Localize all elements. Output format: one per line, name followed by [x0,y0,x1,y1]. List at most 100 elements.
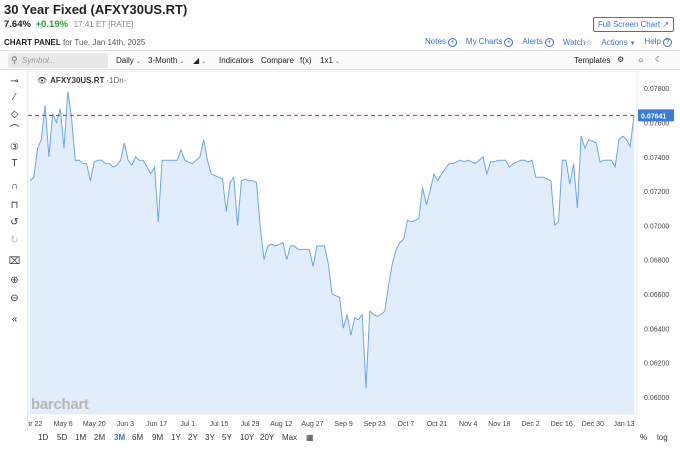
quote-line: 7.64% +0.19% 17:41 ET [RATE] [4,19,133,30]
function-button[interactable]: f(x) [300,56,312,65]
x-tick-label: May 6 [54,421,73,428]
symbol-search-input[interactable]: ⚲ Symbol... [8,53,108,68]
my-charts-link[interactable]: My Charts + [465,37,514,47]
price-change: +0.19% [35,19,69,30]
chart-type-dropdown[interactable]: ◢ ⌄ [193,56,206,65]
x-tick-label: Oct 21 [427,421,448,428]
shapes-icon[interactable]: ◇ [10,109,19,120]
period-label: 3-Month [148,56,178,65]
range-1y[interactable]: 1Y [171,433,181,442]
zoom-in-icon[interactable]: ⊕ [10,275,19,286]
y-tick-label: 0.07000 [644,223,669,230]
x-tick-label: Apr 22 [28,421,42,428]
chart-legend: 👁 AFXY30US.RT ·1Dn· [37,76,126,85]
x-tick-label: Jul 15 [210,421,229,428]
pattern-icon[interactable]: ③ [10,142,19,153]
x-tick-label: Jul 1 [180,421,195,428]
plus-icon: + [504,38,514,47]
range-10y[interactable]: 10Y [240,433,255,442]
x-tick-label: Aug 27 [301,421,323,428]
range-bar: % log ▦ 1D 5D 1M 2M 3M 6M 9M 1Y 2Y 3Y 5Y 10Y 20Y Max [0,430,680,447]
range-max[interactable]: Max [282,433,298,442]
range-1d[interactable]: 1D [38,433,49,442]
lock-icon[interactable]: ⊓ [10,200,19,211]
price-chart[interactable]: 0.07800 0.07600 0.07400 0.07200 0.07000 0.068… [28,71,678,431]
quote-time: 17:41 ET [RATE] [73,20,134,29]
brightness-icon[interactable]: ☼ [637,55,645,64]
help-label: Help [644,37,661,46]
star-icon: ☆ [585,37,593,47]
y-tick-label: 0.06600 [644,292,669,299]
drawing-tools-rail: ⊸ ⁄ ◇ ⌒ ③ T ∩ ⊓ ↺ ↻ ⌧ ⊕ ⊖ « [0,71,28,431]
help-link[interactable]: Help? [645,37,672,47]
barchart-logo: barchart [31,396,89,413]
range-1m[interactable]: 1M [75,433,87,442]
watch-label: Watch [562,37,586,47]
alerts-link[interactable]: Alerts + [522,37,554,47]
trendline-icon[interactable]: ⁄ [13,92,16,103]
layout-dropdown[interactable]: 1x1 ⌄ [320,56,340,65]
compare-button[interactable]: Compare [261,56,294,65]
zoom-out-icon[interactable]: ⊖ [10,293,19,304]
y-tick-label: 0.07800 [644,86,669,93]
plus-icon: + [544,38,554,47]
x-tick-label: Nov 4 [459,421,477,428]
trash-icon[interactable]: ⌧ [8,256,21,267]
collapse-icon[interactable]: « [11,314,18,325]
indicators-button[interactable]: Indicators [219,56,254,65]
my-charts-label: My Charts [465,37,503,46]
range-2m[interactable]: 2M [94,433,106,442]
search-placeholder: Symbol... [22,56,56,65]
interval-dropdown[interactable]: Daily ⌄ [116,56,141,65]
gear-icon[interactable]: ⚙ [617,55,625,64]
plus-icon: + [447,38,457,47]
legend-interval: ·1Dn· [106,76,127,85]
notes-link[interactable]: Notes + [425,37,457,47]
series-line [29,91,635,389]
chevron-down-icon: ⌄ [179,59,185,65]
chart-panel-label: CHART PANEL for Tue, Jan 14th, 2025 [4,38,145,47]
y-tick-label: 0.06800 [644,258,669,265]
page-title: 30 Year Fixed (AFXY30US.RT) [4,2,188,17]
text-icon[interactable]: T [11,158,18,169]
percent-toggle[interactable]: % [640,433,648,442]
x-tick-label: Dec 2 [521,421,539,428]
chart-panel-date: for Tue, Jan 14th, 2025 [62,38,146,47]
layout-label: 1x1 [320,56,333,65]
alerts-label: Alerts [522,37,543,46]
chevron-down-icon: ⌄ [334,59,340,65]
crosshair-icon[interactable]: ⊸ [10,76,19,87]
last-price: 7.64% [4,19,31,30]
range-3y[interactable]: 3Y [205,433,215,442]
range-5d[interactable]: 5D [57,433,68,442]
y-tick-label: 0.07400 [644,155,669,162]
range-6m[interactable]: 6M [132,433,144,442]
arc-icon[interactable]: ⌒ [9,125,20,136]
x-tick-label: Jul 29 [241,421,260,428]
chart-toolbar: ⚲ Symbol... Daily ⌄ 3-Month ⌄ ◢ ⌄ Indicator… [0,50,680,70]
range-9m[interactable]: 9M [152,433,164,442]
period-dropdown[interactable]: 3-Month ⌄ [148,56,184,65]
x-tick-label: Sep 23 [364,421,386,428]
templates-button[interactable]: Templates [574,56,611,65]
range-2y[interactable]: 2Y [188,433,198,442]
full-screen-chart-button[interactable]: Full Screen Chart ↗ [592,17,674,32]
y-tick-label: 0.07600 [644,120,669,127]
y-tick-label: 0.06000 [644,395,669,402]
range-3m[interactable]: 3M [114,433,126,442]
dark-mode-icon[interactable]: ☾ [655,55,663,64]
area-fill [30,91,634,414]
watch-link[interactable]: Watch☆ [563,38,593,47]
x-tick-label: Jun 17 [146,421,167,428]
range-5y[interactable]: 5Y [222,433,232,442]
undo-icon[interactable]: ↺ [10,217,19,228]
actions-link[interactable]: Actions ▼ [601,38,635,47]
y-tick-label: 0.06200 [644,361,669,368]
eye-icon[interactable]: 👁 [37,76,48,85]
magnet-icon[interactable]: ∩ [10,181,19,192]
x-tick-label: Dec 16 [551,421,573,428]
redo-icon[interactable]: ↻ [10,235,19,246]
range-20y[interactable]: 20Y [260,433,275,442]
calendar-icon[interactable]: ▦ [306,433,314,442]
log-toggle[interactable]: log [657,433,668,442]
